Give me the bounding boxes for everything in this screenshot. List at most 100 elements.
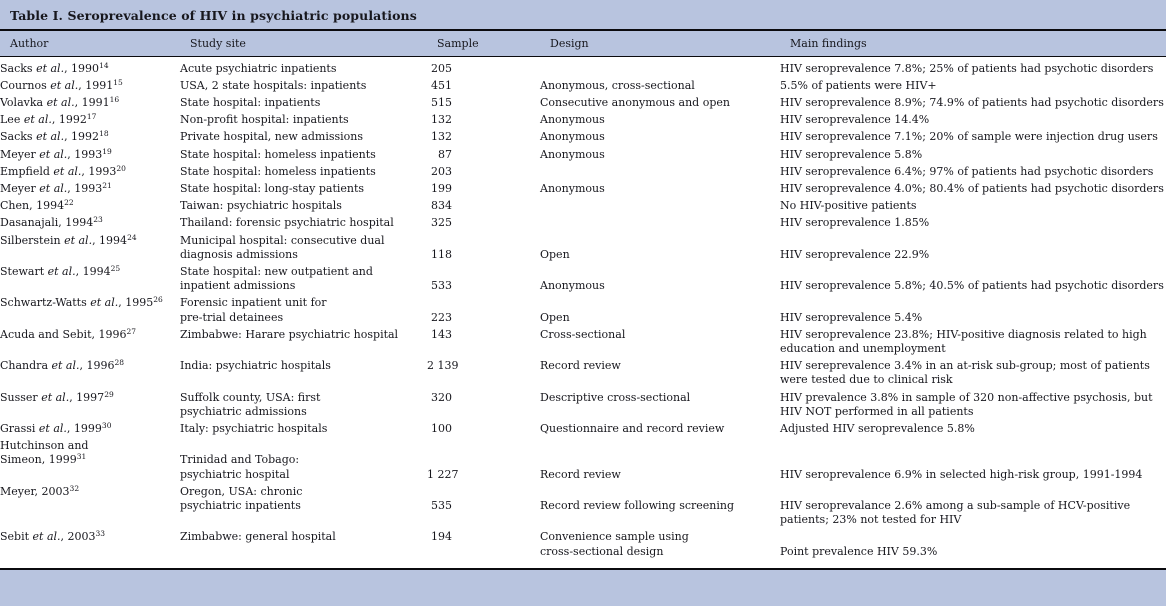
- findings-cell: HIV seroprevalence 22.9%: [780, 234, 1166, 262]
- sample-cell: 118: [427, 234, 540, 262]
- site-cell: Thailand: forensic psychiatric hospital: [180, 216, 427, 230]
- findings-cell: Point prevalence HIV 59.3%: [780, 530, 1166, 558]
- site-line: pre-trial detainees: [180, 310, 284, 324]
- author-cell: Meyer, 200332: [0, 485, 180, 528]
- author-line: Schwartz-Watts et al., 199526: [0, 295, 163, 310]
- author-line: Empfield et al., 199320: [0, 163, 126, 178]
- table-body: Sacks et al., 199014 Acute psychiatric in…: [0, 57, 1166, 570]
- site-line: Suffolk county, USA: first: [180, 390, 321, 404]
- design-line: Anonymous: [540, 147, 605, 161]
- site-line: Oregon, USA: chronic: [180, 484, 303, 498]
- author-cell: Sacks et al., 199218: [0, 130, 180, 144]
- table-row: Schwartz-Watts et al., 199526 Forensic i…: [0, 295, 1166, 326]
- findings-cell: HIV seroprevalence 5.8%; 40.5% of patien…: [780, 265, 1166, 293]
- findings-line: HIV NOT performed in all patients: [780, 404, 974, 418]
- findings-line: HIV seroprevalence 14.4%: [780, 113, 930, 127]
- author-line: Silberstein et al., 199424: [0, 232, 137, 247]
- site-cell: Zimbabwe: general hospital: [180, 530, 427, 558]
- site-cell: State hospital: new outpatient and inpati…: [180, 265, 427, 293]
- findings-line: [780, 485, 1166, 499]
- findings-line: HIV seroprevalence 1.85%: [780, 216, 930, 230]
- design-line: cross-sectional design: [540, 544, 664, 558]
- site-cell: Italy: psychiatric hospitals: [180, 422, 427, 436]
- findings-line: Adjusted HIV seroprevalence 5.8%: [780, 421, 975, 435]
- sample-cell: 100: [427, 422, 540, 436]
- sample-cell: 223: [427, 296, 540, 324]
- sample-cell: 535: [427, 485, 540, 528]
- sample-line: [427, 439, 452, 453]
- column-header-row: Author Study site Sample Design Main finding…: [0, 31, 1166, 57]
- table-row: Dasanajali, 199423 Thailand: forensic psy…: [0, 215, 1166, 232]
- sample-cell: 132: [427, 113, 540, 127]
- findings-cell: HIV seroprevalence 5.8%: [780, 148, 1166, 162]
- design-cell: Convenience sample using cross-sectional …: [540, 530, 780, 558]
- site-line: inpatient admissions: [180, 279, 296, 293]
- site-line: Trinidad and Tobago:: [180, 453, 300, 467]
- sample-line: 132: [431, 113, 452, 127]
- sample-line: 834: [431, 199, 452, 213]
- findings-cell: HIV seroprevalence 7.1%; 20% of sample w…: [780, 130, 1166, 144]
- author-line: Grassi et al., 199930: [0, 420, 112, 435]
- design-line: Record review: [540, 359, 621, 373]
- site-cell: State hospital: long-stay patients: [180, 182, 427, 196]
- findings-cell: HIV sereprevalence 3.4% in an at-risk su…: [780, 359, 1166, 387]
- author-line: Chen, 199422: [0, 198, 74, 213]
- site-cell: State hospital: homeless inpatients: [180, 148, 427, 162]
- site-line: Zimbabwe: Harare psychiatric hospital: [180, 327, 399, 341]
- site-line: Private hospital, new admissions: [180, 130, 363, 144]
- design-line: [540, 513, 780, 527]
- author-line: Meyer, 200332: [0, 483, 80, 498]
- sample-line: 87: [438, 147, 452, 161]
- design-line: [540, 439, 780, 453]
- design-line: Anonymous: [540, 279, 605, 293]
- findings-line: [780, 234, 1166, 248]
- design-line: [540, 296, 780, 310]
- sample-line: 132: [431, 130, 452, 144]
- design-cell: Record review following screening: [540, 485, 780, 528]
- sample-line: [427, 342, 452, 356]
- design-line: Descriptive cross-sectional: [540, 390, 691, 404]
- sample-line: [427, 405, 452, 419]
- column-header-design: Design: [550, 37, 589, 50]
- sample-cell: 451: [427, 79, 540, 93]
- design-cell: Anonymous: [540, 148, 780, 162]
- findings-line: HIV seroprevalence 6.4%; 97% of patients…: [780, 164, 1154, 178]
- design-cell: Descriptive cross-sectional: [540, 391, 780, 419]
- site-line: Zimbabwe: general hospital: [180, 530, 336, 544]
- design-cell: [540, 199, 780, 213]
- site-line: State hospital: long-stay patients: [180, 181, 365, 195]
- sample-line: [427, 545, 452, 559]
- author-line: [0, 279, 180, 293]
- site-line: Italy: psychiatric hospitals: [180, 421, 328, 435]
- sample-line: 143: [431, 327, 452, 341]
- site-line: USA, 2 state hospitals: inpatients: [180, 78, 367, 92]
- table-row: Meyer et al., 199321 State hospital: long…: [0, 180, 1166, 197]
- table-row: Sacks et al., 199014 Acute psychiatric in…: [0, 60, 1166, 77]
- author-line: [0, 513, 180, 527]
- author-cell: Hutchinson and Simeon, 199931: [0, 439, 180, 482]
- sample-line: 205: [431, 61, 452, 75]
- design-cell: Anonymous, cross-sectional: [540, 79, 780, 93]
- table-row: Stewart et al., 199425 State hospital: n…: [0, 263, 1166, 294]
- findings-cell: HIV seroprevalence 14.4%: [780, 113, 1166, 127]
- sample-line: [427, 485, 452, 499]
- design-line: [540, 373, 780, 387]
- sample-line: 325: [431, 216, 452, 230]
- author-line: Sebit et al., 200333: [0, 529, 106, 544]
- author-cell: Sebit et al., 200333: [0, 530, 180, 558]
- findings-line: HIV seroprevalence 5.4%: [780, 310, 923, 324]
- author-cell: Silberstein et al., 199424: [0, 232, 180, 262]
- findings-cell: HIV seroprevalence 8.9%; 74.9% of patien…: [780, 96, 1166, 110]
- design-line: Open: [540, 310, 570, 324]
- findings-cell: HIV seroprevalence 23.8%; HIV-positive d…: [780, 328, 1166, 356]
- findings-line: HIV seroprevalence 5.8%; 40.5% of patien…: [780, 279, 1164, 293]
- author-line: Chandra et al., 199628: [0, 358, 125, 373]
- design-cell: Anonymous: [540, 130, 780, 144]
- author-line: Sacks et al., 199218: [0, 129, 109, 144]
- author-line: [0, 373, 180, 387]
- findings-cell: 5.5% of patients were HIV+: [780, 79, 1166, 93]
- site-cell: Forensic inpatient unit for pre-trial det…: [180, 296, 427, 324]
- findings-cell: No HIV-positive patients: [780, 199, 1166, 213]
- design-cell: Anonymous: [540, 265, 780, 293]
- table-row: Empfield et al., 199320 State hospital: h…: [0, 163, 1166, 180]
